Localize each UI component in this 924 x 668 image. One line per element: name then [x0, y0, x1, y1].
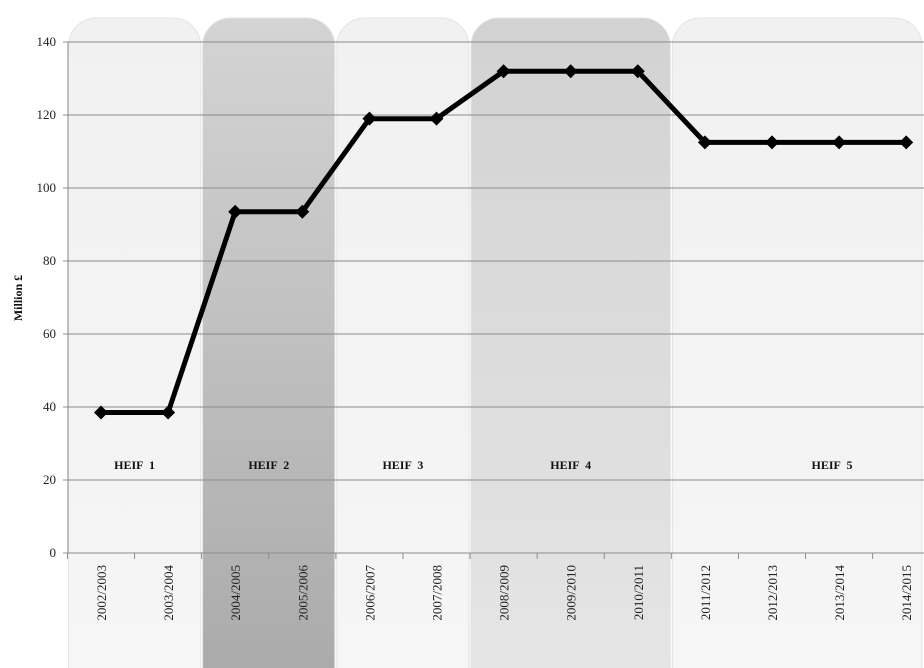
phase-label: HEIF 3 [382, 458, 423, 472]
y-tick-label: 0 [50, 545, 57, 560]
y-tick-label: 60 [43, 326, 56, 341]
data-point [429, 111, 444, 126]
phase-band-3 [336, 17, 470, 668]
axes [63, 41, 924, 559]
phase-band-5 [671, 17, 923, 668]
data-point [161, 405, 176, 420]
phase-label: HEIF 1 [114, 458, 155, 472]
x-tick-label: 2008/2009 [497, 565, 512, 621]
phase-band-2 [202, 17, 336, 668]
data-point [94, 405, 108, 420]
x-tick-label: 2006/2007 [362, 565, 377, 621]
data-point [899, 135, 914, 150]
phase-labels: HEIF 1 HEIF 2 HEIF 3 HEIF 4 HEIF 5 [114, 458, 852, 472]
x-tick-label: 2007/2008 [430, 565, 445, 621]
x-tick-label: 2003/2004 [161, 565, 176, 621]
x-tick-labels: 2002/2003 2003/2004 2004/2005 2005/2006 2006… [94, 565, 914, 621]
series [94, 64, 914, 420]
x-tick-label: 2011/2012 [698, 565, 713, 620]
y-tick-label: 100 [37, 180, 57, 195]
y-tick-label: 80 [43, 253, 56, 268]
x-tick-label: 2004/2005 [228, 565, 243, 621]
phase-label: HEIF 5 [812, 458, 853, 472]
data-point [362, 111, 377, 126]
y-axis-label: Million £ [11, 275, 25, 321]
phase-bands [68, 17, 923, 668]
phase-band-4 [470, 17, 671, 668]
y-tick-label: 20 [43, 472, 56, 487]
y-tick-label: 140 [37, 34, 57, 49]
x-tick-label: 2002/2003 [94, 565, 109, 621]
data-point [832, 135, 847, 150]
phase-label: HEIF 4 [550, 458, 591, 472]
data-point [228, 204, 243, 219]
data-point [295, 204, 310, 219]
data-point [496, 64, 511, 79]
data-point [563, 64, 578, 79]
y-tick-label: 40 [43, 399, 56, 414]
data-point [697, 135, 712, 150]
x-tick-label: 2013/2014 [832, 565, 847, 621]
y-tick-label: 120 [37, 107, 57, 122]
gridlines [68, 41, 924, 481]
x-tick-label: 2009/2010 [564, 565, 579, 621]
data-point [765, 135, 779, 150]
x-tick-label: 2012/2013 [765, 565, 780, 621]
x-tick-label: 2014/2015 [899, 565, 914, 621]
phase-label: HEIF 2 [248, 458, 289, 472]
x-tick-label: 2005/2006 [295, 565, 310, 621]
data-point [630, 64, 645, 79]
x-tick-label: 2010/2011 [631, 565, 646, 620]
y-tick-labels: 0 20 40 60 80 100 120 140 [37, 34, 57, 560]
